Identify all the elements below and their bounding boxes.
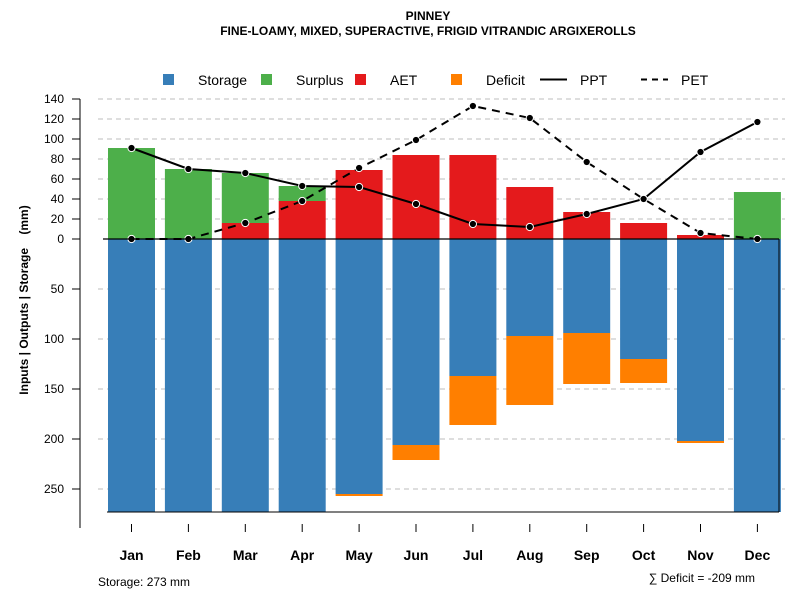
storage-footer: Storage: 273 mm bbox=[98, 575, 190, 589]
ppt-point bbox=[184, 164, 193, 174]
bar-deficit-nov bbox=[677, 441, 724, 443]
ppt-point bbox=[411, 199, 421, 209]
ppt-point bbox=[298, 181, 307, 191]
legend-label-ppt: PPT bbox=[580, 72, 608, 88]
y-axis-label: Inputs | Outputs | Storage (mm) bbox=[17, 205, 31, 394]
bar-storage-jun bbox=[392, 239, 440, 445]
y-tick-label: 140 bbox=[44, 92, 64, 106]
legend-label-storage: Storage bbox=[198, 72, 247, 88]
bar-aet-jun bbox=[392, 155, 440, 239]
axes: 0 20 40 60 80 100 120 140 50 100 150 200 250 Jan Feb Ma… bbox=[44, 92, 780, 563]
y-tick-label: 100 bbox=[44, 132, 64, 146]
legend-swatch-surplus bbox=[261, 74, 272, 85]
ppt-point bbox=[696, 147, 705, 157]
y-tick-label: 50 bbox=[51, 282, 65, 296]
x-tick-label-jul: Jul bbox=[463, 547, 483, 563]
ppt-point bbox=[241, 168, 250, 178]
bar-deficit-oct bbox=[620, 359, 668, 383]
legend-label-surplus: Surplus bbox=[296, 72, 343, 88]
bar-surplus-apr bbox=[278, 186, 326, 201]
pet-line bbox=[131, 104, 758, 240]
bar-storage-jul bbox=[449, 239, 497, 376]
bar-storage-aug bbox=[506, 239, 554, 336]
ppt-point bbox=[582, 209, 591, 219]
gridlines bbox=[98, 98, 785, 490]
bar-storage-oct bbox=[620, 239, 668, 359]
bar-surplus-feb bbox=[164, 169, 212, 239]
x-tick-label-nov: Nov bbox=[687, 547, 714, 563]
x-tick-label-oct: Oct bbox=[632, 547, 656, 563]
bar-storage-apr bbox=[278, 239, 326, 512]
legend-label-deficit: Deficit bbox=[486, 72, 525, 88]
pet-point bbox=[411, 135, 421, 145]
bar-storage-jan bbox=[108, 239, 155, 512]
ppt-point bbox=[127, 143, 136, 153]
x-tick-label-aug: Aug bbox=[516, 547, 543, 563]
y-tick-label: 80 bbox=[51, 152, 65, 166]
y-tick-label: 100 bbox=[44, 332, 64, 346]
x-tick-label-may: May bbox=[345, 547, 372, 563]
deficit-footer: ∑ Deficit = -209 mm bbox=[649, 571, 755, 585]
x-tick-label-mar: Mar bbox=[233, 547, 258, 563]
bar-surplus-dec bbox=[733, 192, 781, 239]
legend-label-aet: AET bbox=[390, 72, 418, 88]
y-tick-label: 150 bbox=[44, 382, 64, 396]
bar-storage-nov bbox=[677, 239, 724, 441]
ppt-point bbox=[355, 182, 364, 192]
y-tick-label: 250 bbox=[44, 482, 64, 496]
bar-deficit-aug bbox=[506, 336, 554, 405]
bar-deficit-may bbox=[335, 494, 383, 496]
y-tick-label: 40 bbox=[51, 192, 65, 206]
pet-point bbox=[355, 163, 364, 173]
legend-swatch-aet bbox=[355, 74, 366, 85]
bar-storage-sep bbox=[563, 239, 611, 333]
bar-aet-oct bbox=[620, 223, 668, 239]
chart-title: PINNEY bbox=[406, 9, 451, 23]
pet-point bbox=[696, 228, 705, 238]
bar-storage-dec bbox=[733, 239, 781, 512]
bar-storage-may bbox=[335, 239, 383, 494]
bar-aet-aug bbox=[506, 187, 554, 239]
bar-deficit-jun bbox=[392, 445, 440, 460]
ppt-point bbox=[639, 194, 648, 204]
bar-deficit-jul bbox=[449, 376, 497, 425]
bar-layer bbox=[108, 148, 781, 512]
bar-storage-mar bbox=[221, 239, 269, 512]
y-tick-label: 120 bbox=[44, 112, 64, 126]
y-tick-label: 200 bbox=[44, 432, 64, 446]
pet-point bbox=[298, 196, 307, 206]
x-tick-label-jun: Jun bbox=[404, 547, 429, 563]
pet-point bbox=[468, 101, 477, 111]
pet-point bbox=[525, 113, 534, 123]
chart-subtitle: FINE-LOAMY, MIXED, SUPERACTIVE, FRIGID V… bbox=[220, 24, 636, 38]
ppt-point bbox=[468, 219, 477, 229]
bar-deficit-sep bbox=[563, 333, 611, 384]
x-tick-label-feb: Feb bbox=[176, 547, 201, 563]
y-tick-label: 0 bbox=[57, 232, 64, 246]
pet-point bbox=[241, 218, 250, 228]
legend-swatch-storage bbox=[163, 74, 174, 85]
bar-surplus-mar bbox=[221, 173, 269, 223]
y-tick-label: 60 bbox=[51, 172, 65, 186]
pet-point bbox=[582, 157, 591, 167]
y-tick-label: 20 bbox=[51, 212, 65, 226]
bar-storage-feb bbox=[164, 239, 212, 512]
x-tick-label-sep: Sep bbox=[574, 547, 600, 563]
legend: Storage Surplus AET Deficit PPT PET bbox=[163, 72, 709, 88]
ppt-point bbox=[525, 222, 534, 232]
x-tick-label-apr: Apr bbox=[290, 547, 315, 563]
legend-label-pet: PET bbox=[681, 72, 709, 88]
ppt-line bbox=[131, 121, 758, 229]
line-layer bbox=[127, 101, 762, 244]
x-tick-label-jan: Jan bbox=[119, 547, 143, 563]
legend-swatch-deficit bbox=[451, 74, 462, 85]
bar-aet-may bbox=[335, 170, 383, 239]
ppt-point bbox=[753, 117, 762, 127]
bar-surplus-jan bbox=[108, 148, 155, 239]
x-tick-label-dec: Dec bbox=[745, 547, 771, 563]
